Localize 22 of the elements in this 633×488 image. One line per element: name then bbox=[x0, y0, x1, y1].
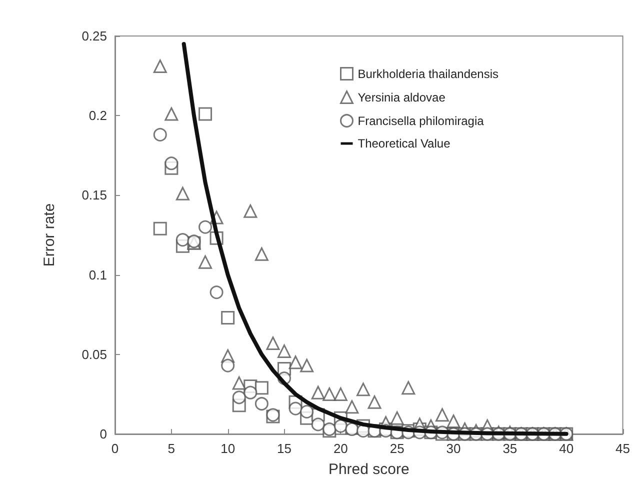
x-tick-label: 40 bbox=[559, 441, 574, 456]
x-tick-label: 35 bbox=[502, 441, 518, 456]
y-axis-title: Error rate bbox=[41, 203, 58, 267]
x-tick-label: 45 bbox=[616, 441, 630, 456]
y-tick-label: 0.1 bbox=[88, 267, 107, 282]
y-tick-label: 0.05 bbox=[82, 346, 107, 362]
x-tick-label: 20 bbox=[333, 441, 348, 456]
y-tick-label: 0.15 bbox=[82, 188, 107, 203]
legend-label: Yersinia aldovae bbox=[358, 90, 446, 104]
x-tick-label: 10 bbox=[220, 441, 236, 456]
y-tick-label: 0.25 bbox=[82, 28, 107, 44]
x-axis-title: Phred score bbox=[328, 461, 410, 478]
x-tick-label: 15 bbox=[277, 441, 292, 456]
legend-label: Burkholderia thailandensis bbox=[358, 66, 499, 81]
x-tick-label: 0 bbox=[111, 441, 119, 456]
legend-label: Theoretical Value bbox=[358, 136, 451, 150]
legend-label: Francisella philomiragia bbox=[358, 114, 484, 128]
x-tick-label: 5 bbox=[168, 441, 176, 456]
x-tick-label: 25 bbox=[390, 441, 404, 456]
y-tick-label: 0 bbox=[100, 426, 107, 442]
y-tick-label: 0.2 bbox=[88, 108, 107, 124]
x-tick-label: 30 bbox=[446, 441, 461, 456]
